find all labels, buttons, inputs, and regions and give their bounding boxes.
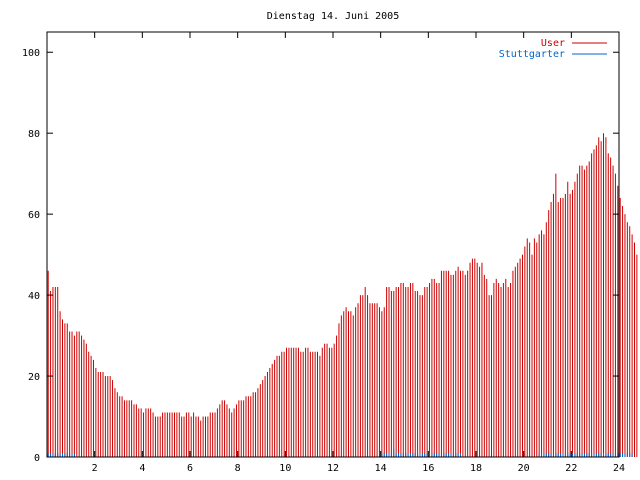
bars xyxy=(47,133,638,457)
x-tick-label: 8 xyxy=(235,463,241,474)
series-1 xyxy=(47,448,633,457)
y-tick-label: 0 xyxy=(34,453,40,464)
y-tick-label: 80 xyxy=(28,129,40,140)
y-tick-label: 100 xyxy=(22,48,40,59)
chart-title: Dienstag 14. Juni 2005 xyxy=(267,11,399,22)
x-tick-label: 4 xyxy=(139,463,145,474)
x-tick-label: 20 xyxy=(518,463,530,474)
x-tick-label: 22 xyxy=(565,463,577,474)
x-tick-label: 24 xyxy=(613,463,625,474)
legend-label: Stuttgarter xyxy=(499,49,565,60)
x-tick-label: 14 xyxy=(375,463,387,474)
x-tick-label: 6 xyxy=(187,463,193,474)
x-tick-label: 2 xyxy=(92,463,98,474)
x-tick-label: 10 xyxy=(279,463,291,474)
y-tick-label: 20 xyxy=(28,372,40,383)
series-0 xyxy=(47,133,638,457)
legend-label: User xyxy=(541,38,565,49)
x-tick-label: 16 xyxy=(422,463,434,474)
y-tick-label: 40 xyxy=(28,291,40,302)
plot-frame xyxy=(46,31,620,458)
y-tick-label: 60 xyxy=(28,210,40,221)
x-tick-label: 12 xyxy=(327,463,339,474)
x-tick-label: 18 xyxy=(470,463,482,474)
